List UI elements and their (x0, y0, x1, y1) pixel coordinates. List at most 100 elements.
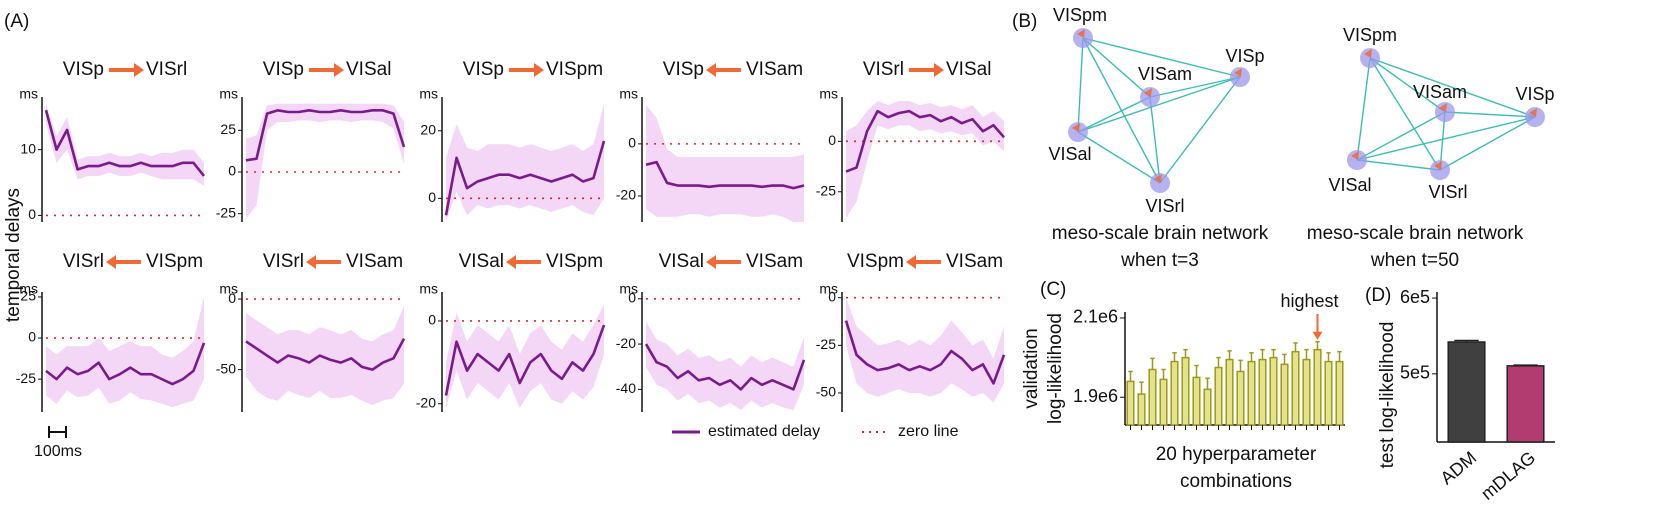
network-edge (1369, 57, 1536, 118)
bar (1137, 393, 1146, 426)
y-tick-label: 0 (228, 290, 236, 306)
node-label: VISp (1515, 84, 1554, 104)
chart-title: VISp (263, 59, 304, 80)
y-tick-label: 0 (628, 289, 636, 305)
confidence-band (246, 306, 404, 405)
network-node (1430, 160, 1450, 180)
chart-title: VISam (746, 59, 803, 80)
bar (1236, 370, 1245, 426)
title-arrowhead (334, 63, 344, 77)
y-axis-label: temporal delays (3, 188, 24, 322)
network-edge (1159, 76, 1241, 184)
y-unit: ms (819, 86, 838, 102)
delay-line (245, 109, 406, 162)
y-tick-label: -50 (216, 360, 236, 376)
delay-line (444, 324, 606, 396)
network-edge (1149, 96, 1161, 184)
bar (1192, 376, 1201, 426)
y-axis-label: validation (1021, 328, 1042, 408)
panel-label: (C) (1040, 279, 1066, 300)
chart-title: VISal (659, 251, 704, 272)
edge-arrowhead (1077, 29, 1085, 38)
confidence-band (446, 103, 604, 222)
node-label: VISpm (1343, 25, 1397, 45)
bar (1506, 365, 1545, 443)
legend-label: estimated delay (708, 423, 820, 440)
confidence-band (46, 296, 204, 408)
y-unit: ms (619, 86, 638, 102)
chart-title: VISrl (263, 251, 304, 272)
network-edge (1077, 131, 1161, 184)
y-tick-label: -40 (616, 380, 636, 396)
chart-title: VISp (463, 59, 504, 80)
y-unit: ms (219, 281, 238, 297)
y-axis-label: log-likelihood (1045, 313, 1066, 424)
delay-line (844, 320, 1006, 385)
y-tick-label: 0 (428, 312, 436, 328)
delay-line (845, 109, 1005, 173)
delay-line (44, 109, 206, 177)
title-arrowhead (106, 255, 116, 269)
y-unit: ms (819, 281, 838, 297)
network-caption: meso-scale brain network (1307, 223, 1524, 244)
y-tick-label: 5e5 (1400, 363, 1430, 383)
y-tick-label: 0 (28, 206, 36, 222)
chart-title: VISal (459, 251, 504, 272)
scale-bar-label: 100ms (34, 443, 82, 460)
chart-title: VISpm (847, 251, 904, 272)
y-tick-label: -20 (416, 394, 436, 410)
network-edge (1077, 96, 1151, 133)
node-label: VISpm (1053, 5, 1107, 25)
network-edge (1082, 37, 1241, 78)
edge-arrowhead (1351, 151, 1359, 160)
bar (1247, 360, 1256, 426)
y-tick-label: -20 (616, 187, 636, 203)
network-edge (1356, 111, 1446, 161)
network-edge (1444, 111, 1536, 118)
y-tick-label: -20 (616, 335, 636, 351)
bar (1313, 348, 1322, 426)
confidence-band (646, 104, 804, 222)
network-node (1150, 173, 1170, 193)
y-tick-label: 0 (428, 189, 436, 205)
bar (1447, 341, 1486, 443)
node-label: VISp (1225, 46, 1264, 66)
bar (1148, 368, 1157, 426)
network-edge (1149, 76, 1241, 98)
y-unit: ms (419, 86, 438, 102)
y-tick-label: -25 (216, 204, 236, 220)
network-node (1073, 28, 1093, 48)
panel-label: (B) (1012, 11, 1037, 32)
node-label: VISam (1138, 64, 1192, 84)
y-tick-label: 6e5 (1400, 287, 1430, 307)
network-edge (1082, 37, 1151, 98)
chart-title: VISal (946, 59, 991, 80)
y-unit: ms (619, 281, 638, 297)
panel-label: (D) (1365, 285, 1391, 306)
network-edge (1356, 116, 1536, 161)
bar (1203, 388, 1212, 426)
title-arrowhead (934, 63, 944, 77)
edge-arrowhead (1434, 161, 1442, 170)
confidence-band (446, 304, 604, 408)
y-tick-label: 0 (228, 163, 236, 179)
y-tick-label: 20 (420, 121, 436, 137)
title-arrowhead (706, 63, 716, 77)
network-node (1140, 87, 1160, 107)
network-node (1068, 122, 1088, 142)
x-tick-label: ADM (1437, 447, 1480, 488)
title-arrowhead (534, 63, 544, 77)
edge-arrowhead (1364, 49, 1372, 58)
bar (1269, 356, 1278, 426)
bar (1225, 358, 1234, 426)
network-edge (1369, 57, 1446, 113)
node-label: VISrl (1428, 182, 1467, 202)
y-tick-label: 0 (828, 288, 836, 304)
x-axis-label: combinations (1180, 471, 1292, 492)
chart-title: VISrl (146, 59, 187, 80)
network-node (1347, 150, 1367, 170)
annotation-arrowhead (1312, 331, 1323, 340)
confidence-band (846, 297, 1004, 403)
title-arrowhead (306, 255, 316, 269)
